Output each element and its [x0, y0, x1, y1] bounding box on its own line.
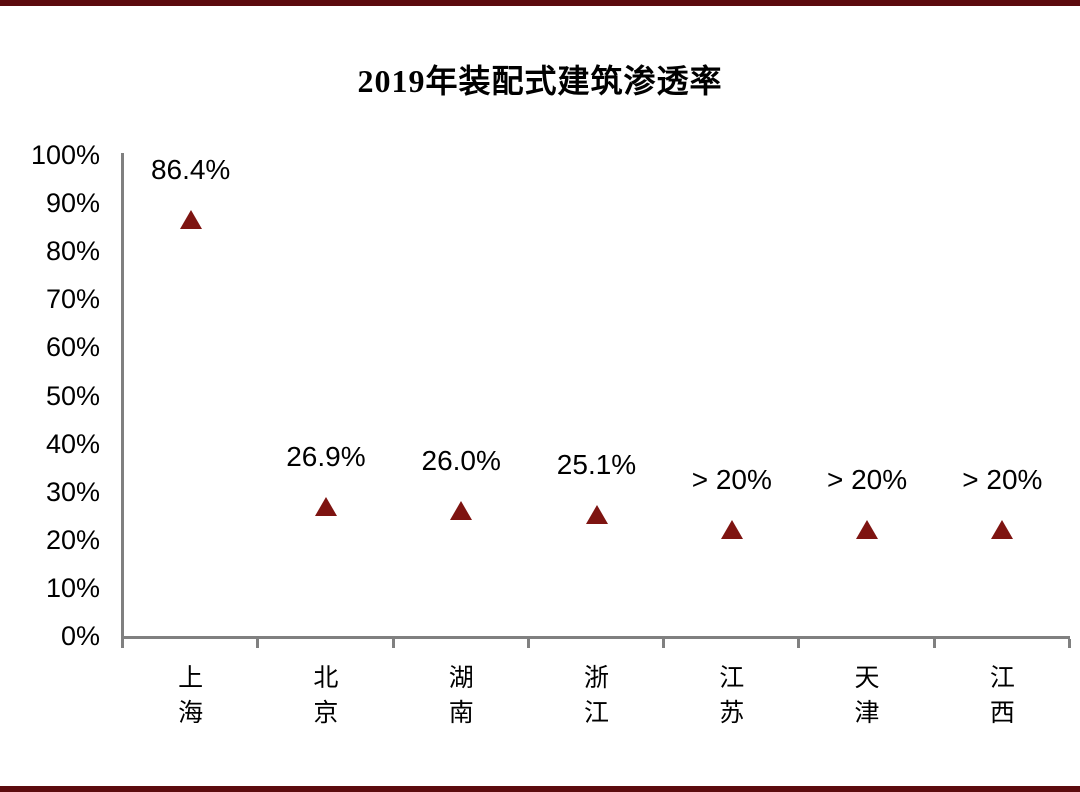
y-axis-tick-label: 50% — [45, 380, 100, 411]
x-axis-tick — [932, 639, 936, 648]
y-axis-tick-label: 60% — [45, 332, 100, 363]
x-axis-tick — [1068, 639, 1071, 648]
x-axis-category-label: 湖 南 — [448, 665, 474, 727]
data-label: 25.1% — [556, 449, 637, 481]
data-marker — [314, 496, 337, 516]
data-label: > 20% — [826, 464, 908, 496]
x-axis-tick — [526, 639, 530, 648]
x-axis-tick — [256, 639, 260, 648]
y-axis-tick-label: 0% — [60, 621, 100, 651]
top-accent-bar — [0, 0, 1080, 6]
x-axis-category-label: 江 西 — [989, 665, 1015, 727]
x-axis-category-label: 天 津 — [854, 665, 880, 727]
data-marker — [720, 520, 743, 540]
x-axis-category-label: 江 苏 — [719, 665, 745, 727]
y-axis-tick-label: 20% — [45, 524, 100, 555]
x-axis-category-label: 上 海 — [178, 665, 204, 727]
y-axis-tick-label: 70% — [45, 284, 100, 315]
x-axis-tick — [121, 639, 124, 648]
x-axis-category-label: 浙 江 — [583, 665, 609, 727]
chart-title: 2019年装配式建筑渗透率 — [357, 63, 723, 99]
data-marker — [585, 505, 608, 525]
y-axis-tick-label: 30% — [45, 476, 100, 507]
y-axis-tick-label: 90% — [45, 188, 100, 219]
bottom-accent-bar — [0, 786, 1080, 792]
data-label: > 20% — [962, 464, 1043, 496]
data-label: > 20% — [691, 464, 772, 496]
y-axis-tick-label: 100% — [30, 140, 100, 170]
y-axis-tick-label: 10% — [45, 572, 100, 603]
data-label: 26.9% — [286, 440, 366, 472]
y-axis-line — [121, 153, 124, 640]
x-axis-tick — [391, 639, 395, 648]
data-marker — [991, 520, 1014, 540]
data-marker — [179, 210, 202, 230]
data-label: 26.0% — [421, 444, 501, 476]
y-axis-tick-label: 40% — [45, 428, 100, 459]
x-axis-line — [121, 636, 1070, 639]
data-marker — [856, 520, 879, 540]
x-axis-tick — [797, 639, 801, 648]
x-axis-tick — [662, 639, 666, 648]
data-marker — [450, 500, 473, 520]
x-axis-category-label: 北 京 — [313, 665, 339, 727]
y-axis-tick-label: 80% — [45, 236, 100, 267]
data-label: 86.4% — [150, 154, 231, 186]
